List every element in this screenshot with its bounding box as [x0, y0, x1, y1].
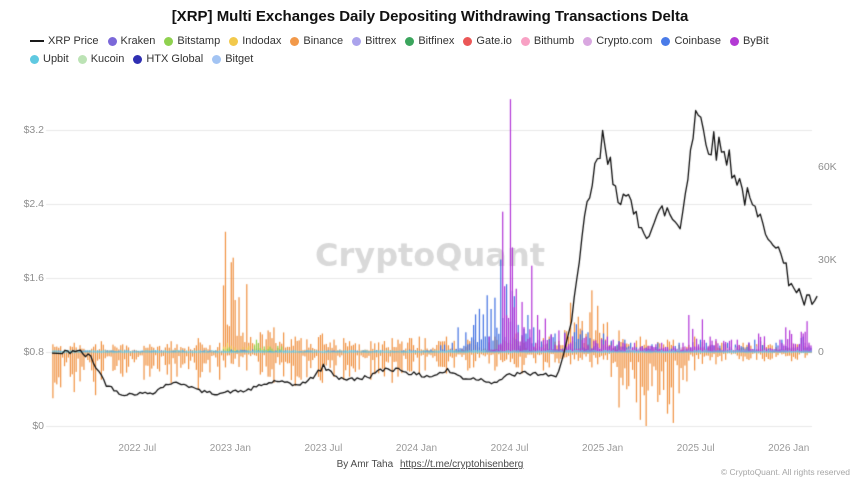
upbit-dot-icon	[30, 54, 39, 64]
y-axis-left-tick: $0	[32, 420, 44, 432]
bittrex-dot-icon	[352, 36, 362, 46]
legend-item-gate-io[interactable]: Gate.io	[463, 35, 512, 47]
x-axis-tick: 2026 Jan	[768, 443, 810, 454]
legend-item-upbit[interactable]: Upbit	[30, 53, 69, 65]
legend-label: Indodax	[242, 35, 282, 47]
y-axis-right-tick: 30K	[818, 253, 837, 266]
legend-label: XRP Price	[48, 35, 99, 47]
binance-dot-icon	[290, 36, 300, 46]
chart-footer: By Amr Taha https://t.me/cryptohisenberg	[0, 459, 860, 470]
chart-legend: XRP Price Kraken Bitstamp Indodax Binance Bit…	[30, 35, 769, 65]
legend-label: Bitfinex	[418, 35, 455, 47]
legend-item-bithumb[interactable]: Bithumb	[520, 35, 575, 47]
legend-label: Gate.io	[476, 35, 512, 47]
legend-item-bittrex[interactable]: Bittrex	[352, 35, 396, 47]
legend-label: HTX Global	[146, 53, 204, 65]
legend-label: Kucoin	[90, 53, 125, 65]
x-axis-tick: 2025 Jul	[676, 443, 715, 454]
indodax-dot-icon	[229, 36, 239, 46]
y-axis-right-tick: 60K	[818, 161, 837, 173]
legend-item-bitstamp[interactable]: Bitstamp	[164, 35, 220, 47]
legend-item-binance[interactable]: Binance	[290, 35, 343, 47]
legend-label: Bittrex	[365, 35, 397, 47]
xrp-price-line-icon	[30, 40, 44, 42]
htx-global-dot-icon	[133, 54, 143, 64]
gate-io-dot-icon	[463, 36, 473, 46]
legend-item-bitfinex[interactable]: Bitfinex	[405, 35, 454, 47]
y-axis-left-tick: $3.2	[23, 124, 44, 136]
legend-item-xrp-price[interactable]: XRP Price	[30, 35, 99, 47]
legend-label: Bithumb	[533, 35, 575, 47]
legend-item-coinbase[interactable]: Coinbase	[661, 35, 721, 47]
x-axis-tick: 2025 Jan	[582, 443, 624, 454]
copyright-note: © CryptoQuant. All rights reserved	[720, 467, 850, 477]
kraken-dot-icon	[107, 36, 117, 46]
bithumb-dot-icon	[520, 36, 530, 46]
y-axis-left-tick: $2.4	[23, 198, 44, 210]
legend-row: XRP Price Kraken Bitstamp Indodax Binance Bit…	[30, 35, 769, 47]
x-axis-tick: 2022 Jul	[118, 443, 157, 454]
x-axis-tick: 2023 Jan	[209, 443, 251, 454]
y-axis-right-tick: 0	[818, 346, 824, 358]
legend-label: Upbit	[43, 53, 69, 65]
x-axis-tick: 2024 Jan	[395, 443, 438, 454]
legend-row: Upbit Kucoin HTX Global Bitget	[30, 53, 769, 65]
legend-label: Bitget	[225, 53, 254, 65]
legend-label: ByBit	[742, 35, 769, 47]
legend-item-crypto-com[interactable]: Crypto.com	[583, 35, 652, 47]
x-axis-tick: 2024 Jul	[490, 443, 529, 454]
coinbase-dot-icon	[661, 36, 671, 46]
legend-item-bybit[interactable]: ByBit	[729, 35, 769, 47]
bitget-dot-icon	[212, 54, 222, 64]
y-axis-left-tick: $0.8	[23, 346, 44, 358]
legend-item-indodax[interactable]: Indodax	[229, 35, 281, 47]
kucoin-dot-icon	[77, 54, 87, 64]
x-axis-tick: 2023 Jul	[304, 443, 343, 454]
crypto-com-dot-icon	[583, 36, 593, 46]
y-axis-left-tick: $1.6	[23, 272, 44, 284]
legend-item-kucoin[interactable]: Kucoin	[77, 53, 125, 65]
legend-label: Kraken	[120, 35, 156, 47]
footer-author: By Amr Taha	[336, 459, 394, 470]
footer-telegram-link[interactable]: https://t.me/cryptohisenberg	[399, 459, 524, 470]
legend-item-kraken[interactable]: Kraken	[107, 35, 156, 47]
legend-item-bitget[interactable]: Bitget	[212, 53, 253, 65]
legend-label: Coinbase	[674, 35, 721, 47]
legend-item-htx-global[interactable]: HTX Global	[133, 53, 203, 65]
legend-label: Bitstamp	[177, 35, 221, 47]
bitfinex-dot-icon	[405, 36, 415, 46]
legend-label: Binance	[303, 35, 344, 47]
chart-title: [XRP] Multi Exchanges Daily Depositing W…	[171, 8, 689, 25]
bybit-dot-icon	[729, 36, 739, 46]
legend-label: Crypto.com	[596, 35, 653, 47]
bitstamp-dot-icon	[164, 36, 174, 46]
